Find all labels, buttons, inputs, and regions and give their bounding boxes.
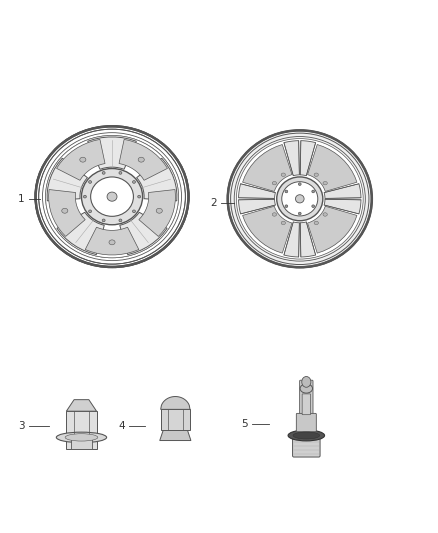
Ellipse shape bbox=[35, 126, 188, 267]
Ellipse shape bbox=[109, 240, 115, 245]
Ellipse shape bbox=[102, 172, 105, 174]
Ellipse shape bbox=[102, 219, 105, 222]
Ellipse shape bbox=[298, 183, 301, 185]
Ellipse shape bbox=[119, 172, 122, 174]
Text: 4: 4 bbox=[119, 421, 125, 431]
Polygon shape bbox=[300, 141, 316, 176]
Polygon shape bbox=[57, 212, 104, 255]
Ellipse shape bbox=[46, 135, 179, 258]
Ellipse shape bbox=[314, 173, 318, 176]
Ellipse shape bbox=[81, 168, 143, 225]
Polygon shape bbox=[243, 144, 292, 191]
Ellipse shape bbox=[91, 177, 134, 216]
Polygon shape bbox=[161, 397, 190, 409]
Polygon shape bbox=[160, 430, 191, 441]
Text: 2: 2 bbox=[210, 198, 217, 208]
Ellipse shape bbox=[296, 195, 304, 203]
Polygon shape bbox=[307, 206, 357, 253]
FancyBboxPatch shape bbox=[293, 434, 320, 457]
Polygon shape bbox=[139, 190, 176, 237]
Polygon shape bbox=[47, 158, 88, 201]
Polygon shape bbox=[161, 409, 190, 430]
Ellipse shape bbox=[293, 432, 320, 439]
Text: 5: 5 bbox=[241, 419, 247, 429]
Ellipse shape bbox=[133, 210, 135, 213]
Ellipse shape bbox=[285, 205, 288, 207]
Polygon shape bbox=[239, 199, 276, 214]
Ellipse shape bbox=[57, 432, 106, 442]
Ellipse shape bbox=[119, 219, 122, 222]
Polygon shape bbox=[239, 184, 276, 198]
Ellipse shape bbox=[62, 208, 68, 213]
Ellipse shape bbox=[88, 181, 92, 183]
Polygon shape bbox=[49, 190, 85, 237]
FancyBboxPatch shape bbox=[300, 380, 313, 432]
Ellipse shape bbox=[288, 430, 325, 441]
Ellipse shape bbox=[281, 221, 286, 224]
FancyBboxPatch shape bbox=[302, 394, 311, 415]
Polygon shape bbox=[67, 411, 96, 449]
Ellipse shape bbox=[156, 208, 162, 213]
Ellipse shape bbox=[65, 434, 98, 441]
Ellipse shape bbox=[138, 195, 141, 198]
Ellipse shape bbox=[88, 210, 92, 213]
Ellipse shape bbox=[323, 213, 327, 216]
Ellipse shape bbox=[300, 384, 313, 393]
Ellipse shape bbox=[46, 135, 179, 258]
Polygon shape bbox=[300, 222, 316, 257]
Polygon shape bbox=[307, 144, 357, 191]
Ellipse shape bbox=[302, 376, 311, 387]
Polygon shape bbox=[284, 141, 299, 176]
Polygon shape bbox=[243, 206, 292, 253]
Polygon shape bbox=[71, 438, 92, 449]
Polygon shape bbox=[88, 137, 136, 169]
Polygon shape bbox=[57, 139, 105, 180]
Polygon shape bbox=[284, 222, 299, 257]
Ellipse shape bbox=[281, 173, 286, 176]
Ellipse shape bbox=[80, 157, 86, 162]
Ellipse shape bbox=[35, 126, 188, 267]
Ellipse shape bbox=[272, 213, 276, 216]
Ellipse shape bbox=[272, 181, 276, 185]
Polygon shape bbox=[85, 227, 139, 255]
Polygon shape bbox=[324, 184, 361, 198]
Text: 1: 1 bbox=[18, 194, 25, 204]
Ellipse shape bbox=[84, 195, 86, 198]
Ellipse shape bbox=[277, 177, 323, 221]
Ellipse shape bbox=[323, 181, 327, 185]
Ellipse shape bbox=[298, 212, 301, 215]
Ellipse shape bbox=[138, 157, 144, 162]
Ellipse shape bbox=[312, 190, 314, 193]
Polygon shape bbox=[119, 139, 167, 180]
FancyBboxPatch shape bbox=[297, 414, 316, 432]
Polygon shape bbox=[120, 212, 167, 255]
Text: 3: 3 bbox=[18, 421, 25, 431]
Polygon shape bbox=[324, 199, 361, 214]
Ellipse shape bbox=[312, 205, 314, 207]
Ellipse shape bbox=[314, 221, 318, 224]
Polygon shape bbox=[67, 400, 96, 411]
Polygon shape bbox=[137, 158, 177, 201]
Ellipse shape bbox=[107, 192, 117, 201]
Ellipse shape bbox=[282, 182, 318, 216]
Ellipse shape bbox=[285, 190, 288, 193]
Ellipse shape bbox=[133, 181, 135, 183]
Ellipse shape bbox=[237, 139, 363, 259]
Ellipse shape bbox=[228, 131, 372, 267]
